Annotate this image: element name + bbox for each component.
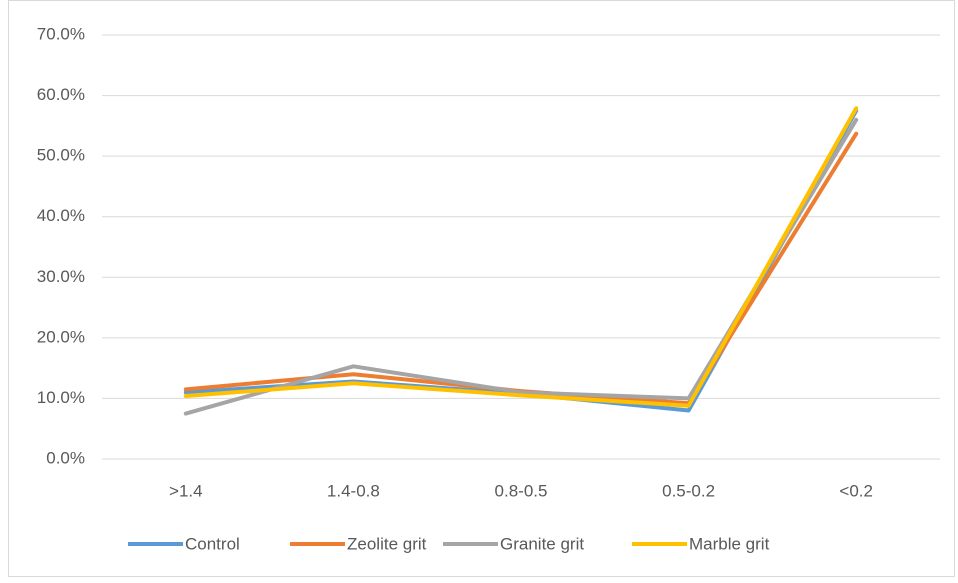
legend-label: Control bbox=[185, 534, 240, 553]
legend-label: Marble grit bbox=[689, 534, 770, 553]
y-tick-label: 20.0% bbox=[37, 327, 85, 346]
x-tick-label: <0.2 bbox=[839, 481, 873, 500]
y-tick-label: 60.0% bbox=[37, 85, 85, 104]
y-tick-label: 10.0% bbox=[37, 388, 85, 407]
y-tick-label: 70.0% bbox=[37, 24, 85, 43]
x-tick-label: >1.4 bbox=[169, 481, 203, 500]
y-tick-label: 40.0% bbox=[37, 206, 85, 225]
y-tick-label: 0.0% bbox=[46, 448, 85, 467]
legend-label: Granite grit bbox=[500, 534, 584, 553]
y-tick-label: 50.0% bbox=[37, 146, 85, 165]
legend-label: Zeolite grit bbox=[347, 534, 427, 553]
series-line bbox=[183, 106, 859, 408]
y-tick-label: 30.0% bbox=[37, 267, 85, 286]
x-tick-label: 1.4-0.8 bbox=[327, 481, 380, 500]
x-tick-label: 0.5-0.2 bbox=[662, 481, 715, 500]
chart-border bbox=[8, 0, 955, 577]
x-tick-label: 0.8-0.5 bbox=[495, 481, 548, 500]
